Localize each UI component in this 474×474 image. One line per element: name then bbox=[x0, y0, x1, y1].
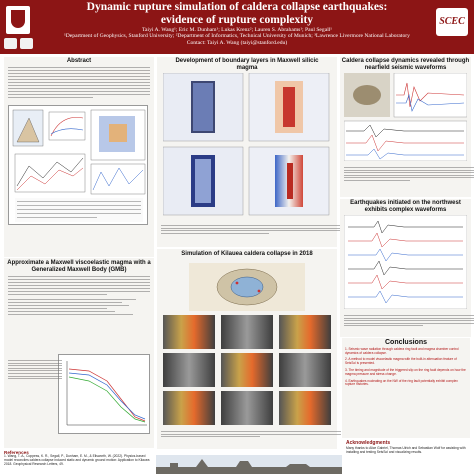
references-title: References bbox=[4, 450, 29, 455]
figure-2-graphic bbox=[66, 361, 147, 426]
conclusion-item: 3. The timing and magnitude of the trigg… bbox=[345, 367, 466, 376]
author-block: Taiyi A. Wang¹; Eric M. Dunham¹; Lukas K… bbox=[40, 27, 434, 46]
conclusion-item: 2. A method to model viscoelastic magma … bbox=[345, 357, 457, 366]
gmb-title: Approximate a Maxwell viscoelastic magma… bbox=[7, 260, 151, 273]
author-contact: Contact: Taiyi A. Wang (taiyi@stanford.e… bbox=[186, 39, 288, 46]
conclusion-item: 4. Earthquakes nucleating on the NW of t… bbox=[345, 378, 458, 387]
kilauea-title: Simulation of Kilauea caldera collapse i… bbox=[181, 251, 313, 257]
figure-2-relaxation-plot bbox=[58, 354, 150, 434]
nearfield-waveform-graphic bbox=[343, 72, 468, 162]
boundary-layer-snapshots bbox=[162, 72, 331, 219]
boundary-layer-panel: Development of boundary layers in Maxwel… bbox=[157, 57, 341, 247]
title-line-1: Dynamic rupture simulation of caldera co… bbox=[86, 1, 388, 13]
northwest-panel: Earthquakes initiated on the northwest e… bbox=[340, 199, 474, 337]
partner-logo-icon bbox=[20, 38, 33, 49]
author-names: Taiyi A. Wang¹; Eric M. Dunham¹; Lukas K… bbox=[142, 27, 332, 33]
kilauea-panel: Simulation of Kilauea caldera collapse i… bbox=[157, 249, 341, 449]
gmb-panel: Approximate a Maxwell viscoelastic magma… bbox=[4, 258, 154, 448]
abstract-title: Abstract bbox=[66, 58, 92, 64]
stanford-logo-icon bbox=[6, 6, 30, 34]
title-line-2: evidence of rupture complexity bbox=[160, 13, 314, 26]
northwest-figure bbox=[343, 214, 468, 310]
scec-logo: SCEC bbox=[436, 8, 468, 36]
abstract-panel: Abstract bbox=[4, 57, 154, 257]
nearfield-figure bbox=[343, 72, 468, 162]
figure-5-caption bbox=[161, 431, 341, 439]
partner-logo-icon bbox=[4, 38, 17, 49]
kilauea-rupture-snapshots bbox=[163, 315, 331, 425]
gmb-text bbox=[8, 275, 150, 295]
abstract-text bbox=[8, 66, 150, 98]
figure-3-caption bbox=[161, 225, 341, 235]
nearfield-panel: Caldera collapse dynamics revealed throu… bbox=[340, 57, 474, 197]
figure-1-rupture-model bbox=[8, 105, 148, 225]
kilauea-snapshot-grid bbox=[163, 315, 331, 425]
references-text: 1. Wang, T. A., Coppess, K. R., Segall, … bbox=[4, 454, 150, 466]
figure-1-graphic bbox=[12, 109, 146, 222]
kilauea-map bbox=[189, 263, 305, 311]
kilauea-map-graphic bbox=[189, 263, 305, 311]
figure-2-caption bbox=[8, 360, 62, 381]
nearfield-title: Caldera collapse dynamics revealed throu… bbox=[341, 58, 470, 71]
acknowledgments-text: Many thanks to Alice Gabriel, Thomas Ulr… bbox=[346, 446, 466, 454]
northwest-waveform-graphic bbox=[343, 214, 468, 310]
partner-logos bbox=[4, 38, 33, 49]
conclusion-item: 1. Seismic wave radiation through calder… bbox=[345, 346, 459, 355]
figure-6-caption bbox=[344, 315, 474, 328]
boundary-snapshot-grid bbox=[162, 72, 330, 216]
poster-header: Dynamic rupture simulation of caldera co… bbox=[0, 0, 474, 54]
references-block: References 1. Wang, T. A., Coppess, K. R… bbox=[4, 450, 154, 467]
acknowledgments-title: Acknowledgments bbox=[346, 440, 391, 446]
author-affiliations: ¹Department of Geophysics, Stanford Univ… bbox=[64, 33, 410, 40]
boundary-title: Development of boundary layers in Maxwel… bbox=[175, 58, 319, 71]
poster-title: Dynamic rupture simulation of caldera co… bbox=[40, 1, 434, 26]
conclusions-title: Conclusions bbox=[384, 339, 427, 346]
campus-skyline-image bbox=[156, 455, 342, 474]
figure-4-caption bbox=[344, 167, 474, 183]
gmb-equations bbox=[8, 298, 150, 315]
conclusions-panel: Conclusions 1. Seismic wave radiation th… bbox=[342, 338, 470, 438]
northwest-title: Earthquakes initiated on the northwest e… bbox=[350, 200, 461, 213]
